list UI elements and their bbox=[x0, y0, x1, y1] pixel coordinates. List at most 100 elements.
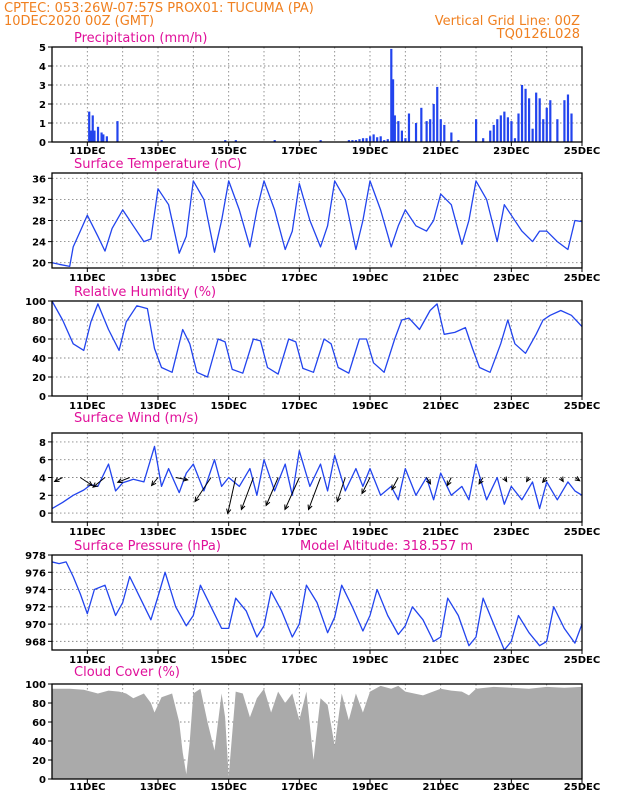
wind-arrowhead bbox=[446, 480, 452, 487]
y-tick-label: 4 bbox=[39, 474, 46, 485]
wind-arrow bbox=[79, 477, 93, 486]
precip-bar bbox=[414, 123, 418, 142]
y-tick-label: 978 bbox=[25, 551, 46, 562]
y-tick-label: 20 bbox=[32, 259, 46, 270]
precip-bar bbox=[506, 117, 509, 142]
panels: Precipitation (mm/h) 0 1 2 3 4 5 11DEC 13DEC 15DE… bbox=[25, 31, 600, 793]
x-tick-label: 19DEC bbox=[352, 782, 388, 793]
series-layer bbox=[52, 445, 582, 515]
y-tick-label: 968 bbox=[25, 637, 46, 648]
plot-frame bbox=[51, 46, 583, 143]
panel-title: Cloud Cover (%) bbox=[74, 665, 180, 680]
x-tick-label: 23DEC bbox=[493, 146, 529, 157]
panel-pressure: Surface Pressure (hPa) Model Altitude: 31… bbox=[25, 539, 600, 666]
precip-bar bbox=[510, 121, 513, 142]
precip-bar bbox=[89, 130, 93, 142]
panel-title: Surface Wind (m/s) bbox=[74, 411, 198, 426]
series-layer bbox=[52, 301, 582, 378]
wind-arrow bbox=[194, 477, 212, 502]
x-tick-label: 21DEC bbox=[422, 273, 458, 284]
y-tick-label: 0 bbox=[39, 138, 46, 149]
precip-bar bbox=[372, 134, 375, 142]
x-tick-label: 19DEC bbox=[352, 655, 388, 666]
y-tick-label: 8 bbox=[39, 438, 46, 449]
wind-arrowhead bbox=[284, 504, 290, 511]
x-tick-label: 21DEC bbox=[422, 146, 458, 157]
wind-arrowhead bbox=[502, 476, 508, 483]
wind-arrowhead bbox=[182, 476, 189, 482]
x-tick-label: 13DEC bbox=[140, 146, 176, 157]
y-tick-label: 0 bbox=[39, 509, 46, 520]
precip-bar bbox=[489, 130, 492, 142]
wind-arrow bbox=[361, 477, 371, 494]
precip-bar bbox=[102, 134, 105, 142]
precip-bar bbox=[443, 124, 446, 142]
wind-arrowhead bbox=[478, 478, 484, 485]
x-tick-label: 17DEC bbox=[281, 273, 317, 284]
x-tick-label: 11DEC bbox=[69, 273, 105, 284]
precip-bar bbox=[319, 140, 322, 142]
wind-arrow bbox=[446, 477, 452, 486]
x-tick-label: 15DEC bbox=[210, 782, 246, 793]
precip-bar bbox=[566, 94, 570, 142]
precip-bar bbox=[457, 140, 460, 142]
series-layer bbox=[52, 685, 582, 779]
x-tick-label: 11DEC bbox=[69, 527, 105, 538]
x-tick-label: 13DEC bbox=[140, 782, 176, 793]
precip-bar bbox=[93, 130, 96, 142]
x-tick-label: 21DEC bbox=[422, 655, 458, 666]
wind-arrowhead bbox=[194, 496, 200, 503]
series-layer bbox=[88, 48, 573, 142]
y-tick-label: 28 bbox=[32, 217, 46, 228]
precip-bar bbox=[531, 128, 534, 142]
precip-bar bbox=[475, 119, 478, 142]
precip-bar bbox=[549, 100, 552, 142]
precip-bar bbox=[224, 140, 227, 142]
precip-bar bbox=[273, 140, 276, 142]
y-tick-label: 80 bbox=[32, 699, 46, 710]
wind-arrowhead bbox=[307, 504, 313, 511]
wind-arrow bbox=[478, 477, 484, 485]
precip-bar bbox=[400, 130, 403, 142]
precip-bar bbox=[116, 121, 119, 142]
temperature-line bbox=[52, 180, 582, 268]
x-tick-label: 23DEC bbox=[493, 273, 529, 284]
wind-arrowhead bbox=[53, 477, 60, 483]
wind-arrowhead bbox=[574, 476, 581, 482]
wind-arrow bbox=[308, 477, 322, 510]
x-tick-label: 11DEC bbox=[69, 782, 105, 793]
wind-arrowhead bbox=[240, 504, 246, 511]
wind-arrow bbox=[92, 477, 106, 488]
wind-arrowhead bbox=[426, 478, 432, 485]
y-tick-label: 2 bbox=[39, 491, 46, 502]
y-tick-label: 80 bbox=[32, 316, 46, 327]
y-tick-label: 24 bbox=[32, 238, 46, 249]
wind-arrow bbox=[151, 477, 159, 486]
y-tick-label: 972 bbox=[25, 603, 46, 614]
plot-frame bbox=[51, 300, 583, 397]
precip-bar bbox=[538, 98, 541, 142]
wind-arrowhead bbox=[361, 488, 367, 495]
x-tick-label: 17DEC bbox=[281, 146, 317, 157]
x-tick-label: 17DEC bbox=[281, 527, 317, 538]
y-tick-label: 100 bbox=[25, 680, 46, 691]
precip-bar bbox=[100, 132, 103, 142]
panel-temperature: Surface Temperature (nC) 20 24 28 32 36 11DEC 1… bbox=[32, 157, 600, 284]
wind-arrow bbox=[265, 477, 279, 506]
x-tick-label: 19DEC bbox=[352, 273, 388, 284]
y-tick-label: 60 bbox=[32, 335, 46, 346]
wind-arrowhead bbox=[391, 484, 397, 491]
y-tick-label: 40 bbox=[32, 737, 46, 748]
cloud-cover-area bbox=[52, 685, 582, 779]
y-tick-label: 36 bbox=[32, 174, 46, 185]
panel-humidity: Relative Humidity (%) 0 20 40 60 80 100 11DEC 13… bbox=[25, 285, 600, 412]
wind-arrowhead bbox=[87, 480, 94, 487]
wind-arrowhead bbox=[336, 496, 342, 503]
precip-bar bbox=[96, 126, 100, 142]
x-tick-label: 17DEC bbox=[281, 655, 317, 666]
x-tick-label: 19DEC bbox=[352, 401, 388, 412]
precip-bar bbox=[492, 124, 495, 142]
panel-annotation: Model Altitude: 318.557 m bbox=[300, 539, 473, 554]
precip-bar bbox=[390, 48, 393, 142]
precip-bar bbox=[105, 136, 108, 142]
